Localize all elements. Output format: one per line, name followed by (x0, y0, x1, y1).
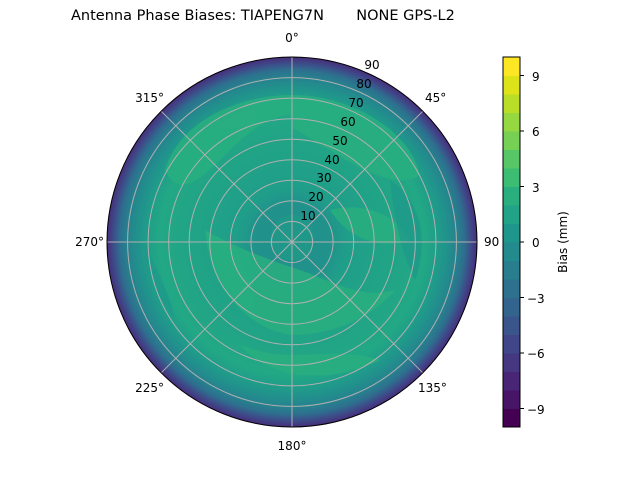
colorbar-level (503, 94, 520, 113)
radial-label-10: 10 (300, 209, 315, 223)
azimuth-label-225: 225° (135, 381, 164, 395)
azimuth-label-45: 45° (425, 91, 446, 105)
colorbar-levels (503, 57, 520, 428)
colorbar-tick-6: 6 (532, 125, 540, 139)
colorbar-level (503, 316, 520, 335)
radial-label-80: 80 (356, 77, 371, 91)
colorbar-level (503, 75, 520, 95)
colorbar-tick-neg3: −3 (527, 292, 545, 306)
colorbar: −9 −6 −3 0 3 6 9 Bias (mm) (502, 56, 570, 428)
colorbar-level (503, 353, 520, 372)
colorbar-level (503, 242, 520, 261)
azimuth-gridlines (107, 57, 477, 427)
colorbar-level (503, 260, 520, 280)
colorbar-tick-neg9: −9 (527, 403, 545, 417)
azimuth-label-0: 0° (285, 31, 299, 45)
colorbar-label: Bias (mm) (556, 211, 570, 273)
azimuth-label-180: 180° (278, 439, 307, 453)
colorbar-level (503, 186, 520, 206)
colorbar-level (503, 371, 520, 391)
azimuth-tick-labels: 0° 45° 90 135° 180° 225° 270° 315° (75, 31, 499, 453)
colorbar-level (503, 390, 520, 409)
colorbar-level (503, 149, 520, 169)
colorbar-level (503, 408, 520, 428)
colorbar-tick-0: 0 (532, 236, 540, 250)
azimuth-label-90: 90 (484, 235, 499, 249)
radial-label-30: 30 (316, 171, 331, 185)
colorbar-level (503, 334, 520, 354)
colorbar-level (503, 57, 520, 76)
radial-tick-labels: 10 20 30 40 50 60 70 80 90 (300, 58, 379, 223)
azimuth-label-135: 135° (418, 381, 447, 395)
colorbar-level (503, 279, 520, 298)
colorbar-level (503, 223, 520, 243)
radial-label-20: 20 (308, 190, 323, 204)
colorbar-level (503, 168, 520, 187)
azimuth-label-270: 270° (75, 235, 104, 249)
colorbar-ticks (520, 75, 524, 409)
colorbar-tick-3: 3 (532, 181, 540, 195)
radial-label-90: 90 (364, 58, 379, 72)
chart-title: Antenna Phase Biases: TIAPENG7N NONE GPS… (71, 8, 455, 24)
polar-frame (106, 56, 478, 428)
colorbar-tick-9: 9 (532, 70, 540, 84)
colorbar-level (503, 112, 520, 132)
polar-plot-area (107, 57, 477, 427)
azimuth-label-315: 315° (135, 91, 164, 105)
colorbar-level (503, 131, 520, 150)
radial-label-70: 70 (348, 96, 363, 110)
radial-label-60: 60 (340, 115, 355, 129)
colorbar-level (503, 297, 520, 317)
radial-label-40: 40 (324, 153, 339, 167)
colorbar-level (503, 205, 520, 224)
colorbar-tick-neg6: −6 (527, 347, 545, 361)
radial-label-50: 50 (332, 134, 347, 148)
